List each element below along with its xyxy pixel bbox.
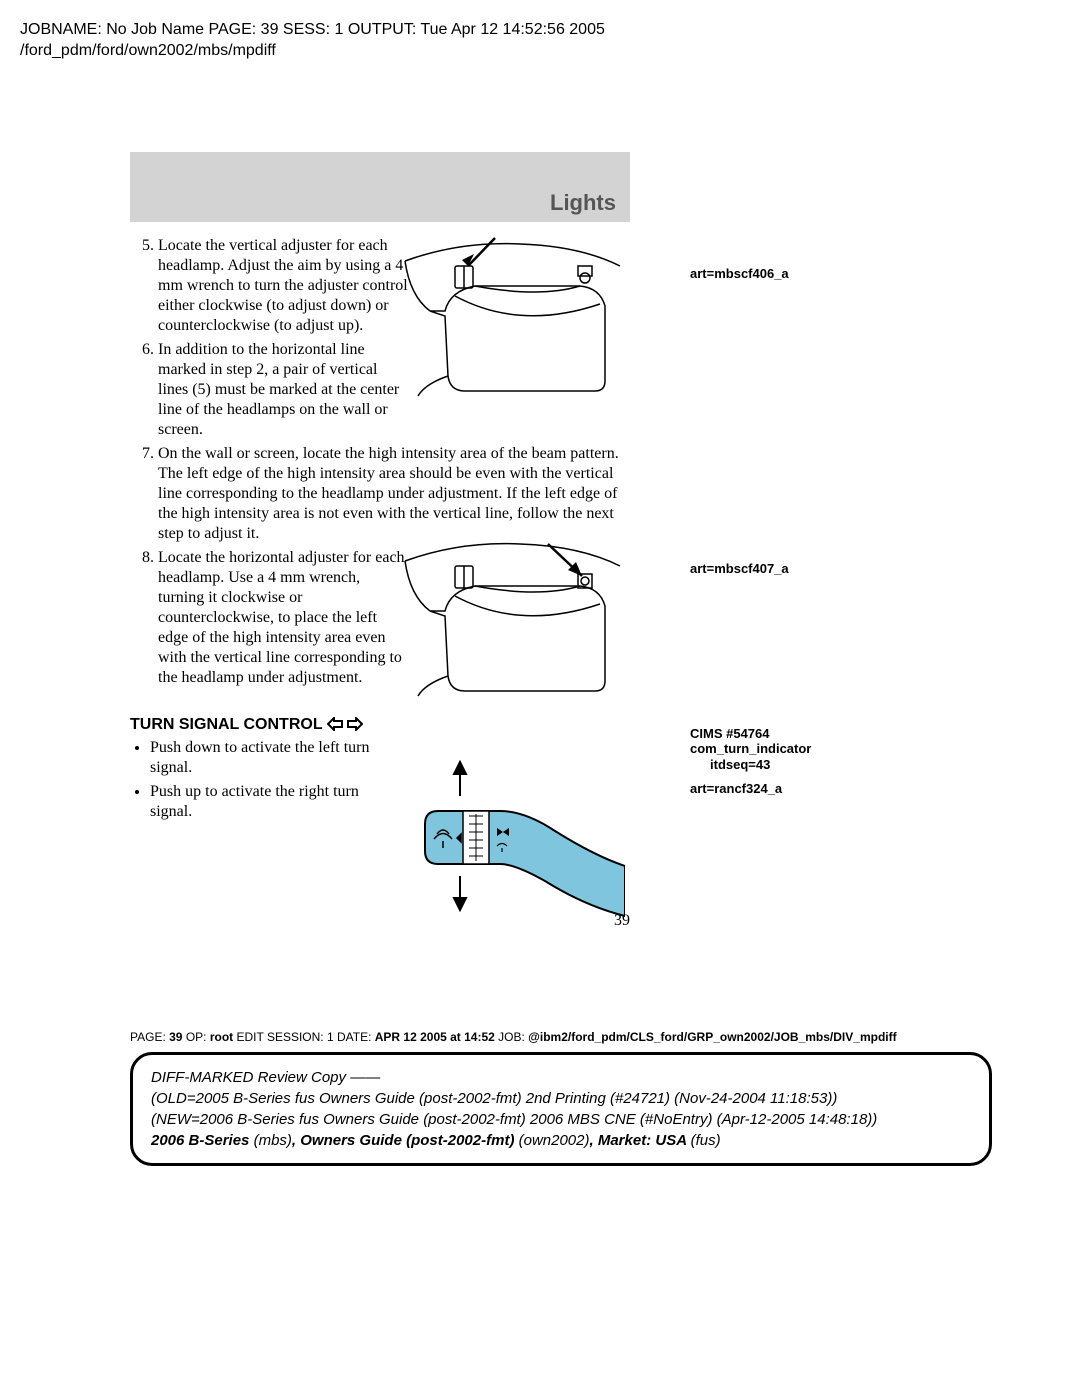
step-7: On the wall or screen, locate the high i… (158, 444, 630, 544)
left-arrow-icon (327, 716, 347, 733)
step-5: Locate the vertical adjuster for each he… (158, 236, 408, 336)
section-title: Lights (550, 190, 616, 216)
step-6: In addition to the horizontal line marke… (158, 340, 408, 440)
bullet-right-signal: Push up to activate the right turn signa… (150, 782, 400, 822)
headlamp-figure-2 (400, 536, 625, 716)
page-content: Lights art=mbscf406_a art=mbscf407_a CIM… (0, 72, 1080, 1186)
turn-signal-bullets: Push down to activate the left turn sign… (130, 738, 400, 822)
art-annotation-2: art=mbscf407_a (690, 561, 789, 577)
section-title-band: Lights (130, 152, 630, 222)
cims-annotation: CIMS #54764 com_turn_indicator itdseq=43 (690, 726, 811, 773)
bullet-left-signal: Push down to activate the left turn sign… (150, 738, 400, 778)
art-annotation-1: art=mbscf406_a (690, 266, 789, 282)
turn-signal-heading: TURN SIGNAL CONTROL (130, 716, 630, 734)
turn-signal-figure (405, 756, 625, 941)
right-arrow-icon (347, 716, 363, 733)
job-header: JOBNAME: No Job Name PAGE: 39 SESS: 1 OU… (0, 0, 1080, 72)
review-line-4: 2006 B-Series (mbs), Owners Guide (post-… (151, 1130, 971, 1151)
header-line-1: JOBNAME: No Job Name PAGE: 39 SESS: 1 OU… (20, 20, 1060, 41)
main-column: art=mbscf406_a art=mbscf407_a CIMS #5476… (130, 236, 630, 930)
review-line-2: (OLD=2005 B-Series fus Owners Guide (pos… (151, 1088, 971, 1109)
step-8: Locate the horizontal adjuster for each … (158, 548, 408, 688)
header-line-2: /ford_pdm/ford/own2002/mbs/mpdiff (20, 41, 1060, 62)
review-line-1: DIFF-MARKED Review Copy —— (151, 1067, 971, 1088)
headlamp-figure-1 (400, 236, 625, 416)
art-annotation-3: art=rancf324_a (690, 781, 782, 797)
footer-job-line: PAGE: 39 OP: root EDIT SESSION: 1 DATE: … (130, 1030, 1020, 1044)
review-copy-box: DIFF-MARKED Review Copy —— (OLD=2005 B-S… (130, 1052, 992, 1166)
review-line-3: (NEW=2006 B-Series fus Owners Guide (pos… (151, 1109, 971, 1130)
